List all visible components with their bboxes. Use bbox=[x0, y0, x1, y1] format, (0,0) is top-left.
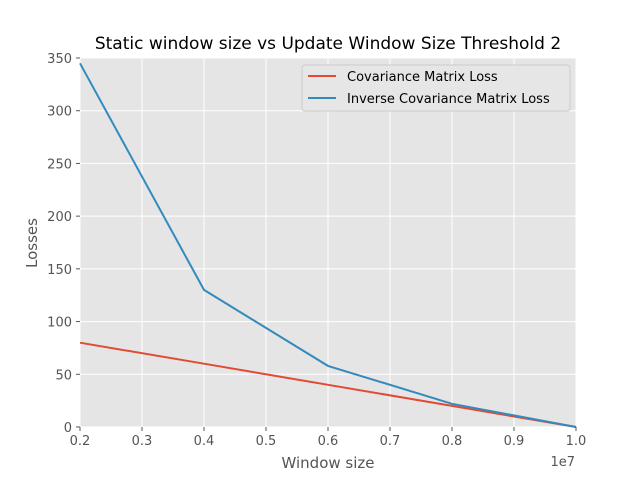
x-tick-label: 0.5 bbox=[256, 434, 277, 449]
x-axis-label: Window size bbox=[282, 454, 375, 472]
legend: Covariance Matrix Loss Inverse Covariance… bbox=[301, 64, 571, 112]
x-tick-label: 1.0 bbox=[566, 434, 587, 449]
x-axis-offset-label: 1e7 bbox=[550, 455, 575, 470]
legend-label: Covariance Matrix Loss bbox=[347, 70, 498, 85]
y-tick-label: 350 bbox=[47, 52, 72, 67]
y-axis-label: Losses bbox=[23, 218, 41, 268]
y-tick-label: 150 bbox=[47, 263, 72, 278]
legend-box bbox=[301, 64, 571, 112]
y-tick-label: 300 bbox=[47, 105, 72, 120]
y-tick-label: 200 bbox=[47, 210, 72, 225]
y-tick-label: 0 bbox=[64, 421, 72, 436]
x-tick-label: 0.4 bbox=[194, 434, 215, 449]
x-tick-label: 0.8 bbox=[442, 434, 463, 449]
x-tick-label: 0.2 bbox=[70, 434, 91, 449]
y-tick-label: 100 bbox=[47, 316, 72, 331]
axis-ticks: 0.2 0.3 0.4 0.5 0.6 0.7 0.8 0.9 1.0 0 50 100 150 200 2… bbox=[47, 52, 586, 449]
x-tick-label: 0.6 bbox=[318, 434, 339, 449]
x-tick-label: 0.9 bbox=[504, 434, 525, 449]
series-lines bbox=[79, 62, 577, 428]
x-tick-label: 0.3 bbox=[132, 434, 153, 449]
legend-label: Inverse Covariance Matrix Loss bbox=[347, 92, 550, 107]
x-tick-label: 0.7 bbox=[380, 434, 401, 449]
series-line-2 bbox=[79, 62, 577, 428]
chart-title: Static window size vs Update Window Size… bbox=[95, 34, 561, 54]
series-line-1 bbox=[79, 341, 577, 428]
y-tick-label: 250 bbox=[47, 157, 72, 172]
y-tick-label: 50 bbox=[55, 368, 72, 383]
